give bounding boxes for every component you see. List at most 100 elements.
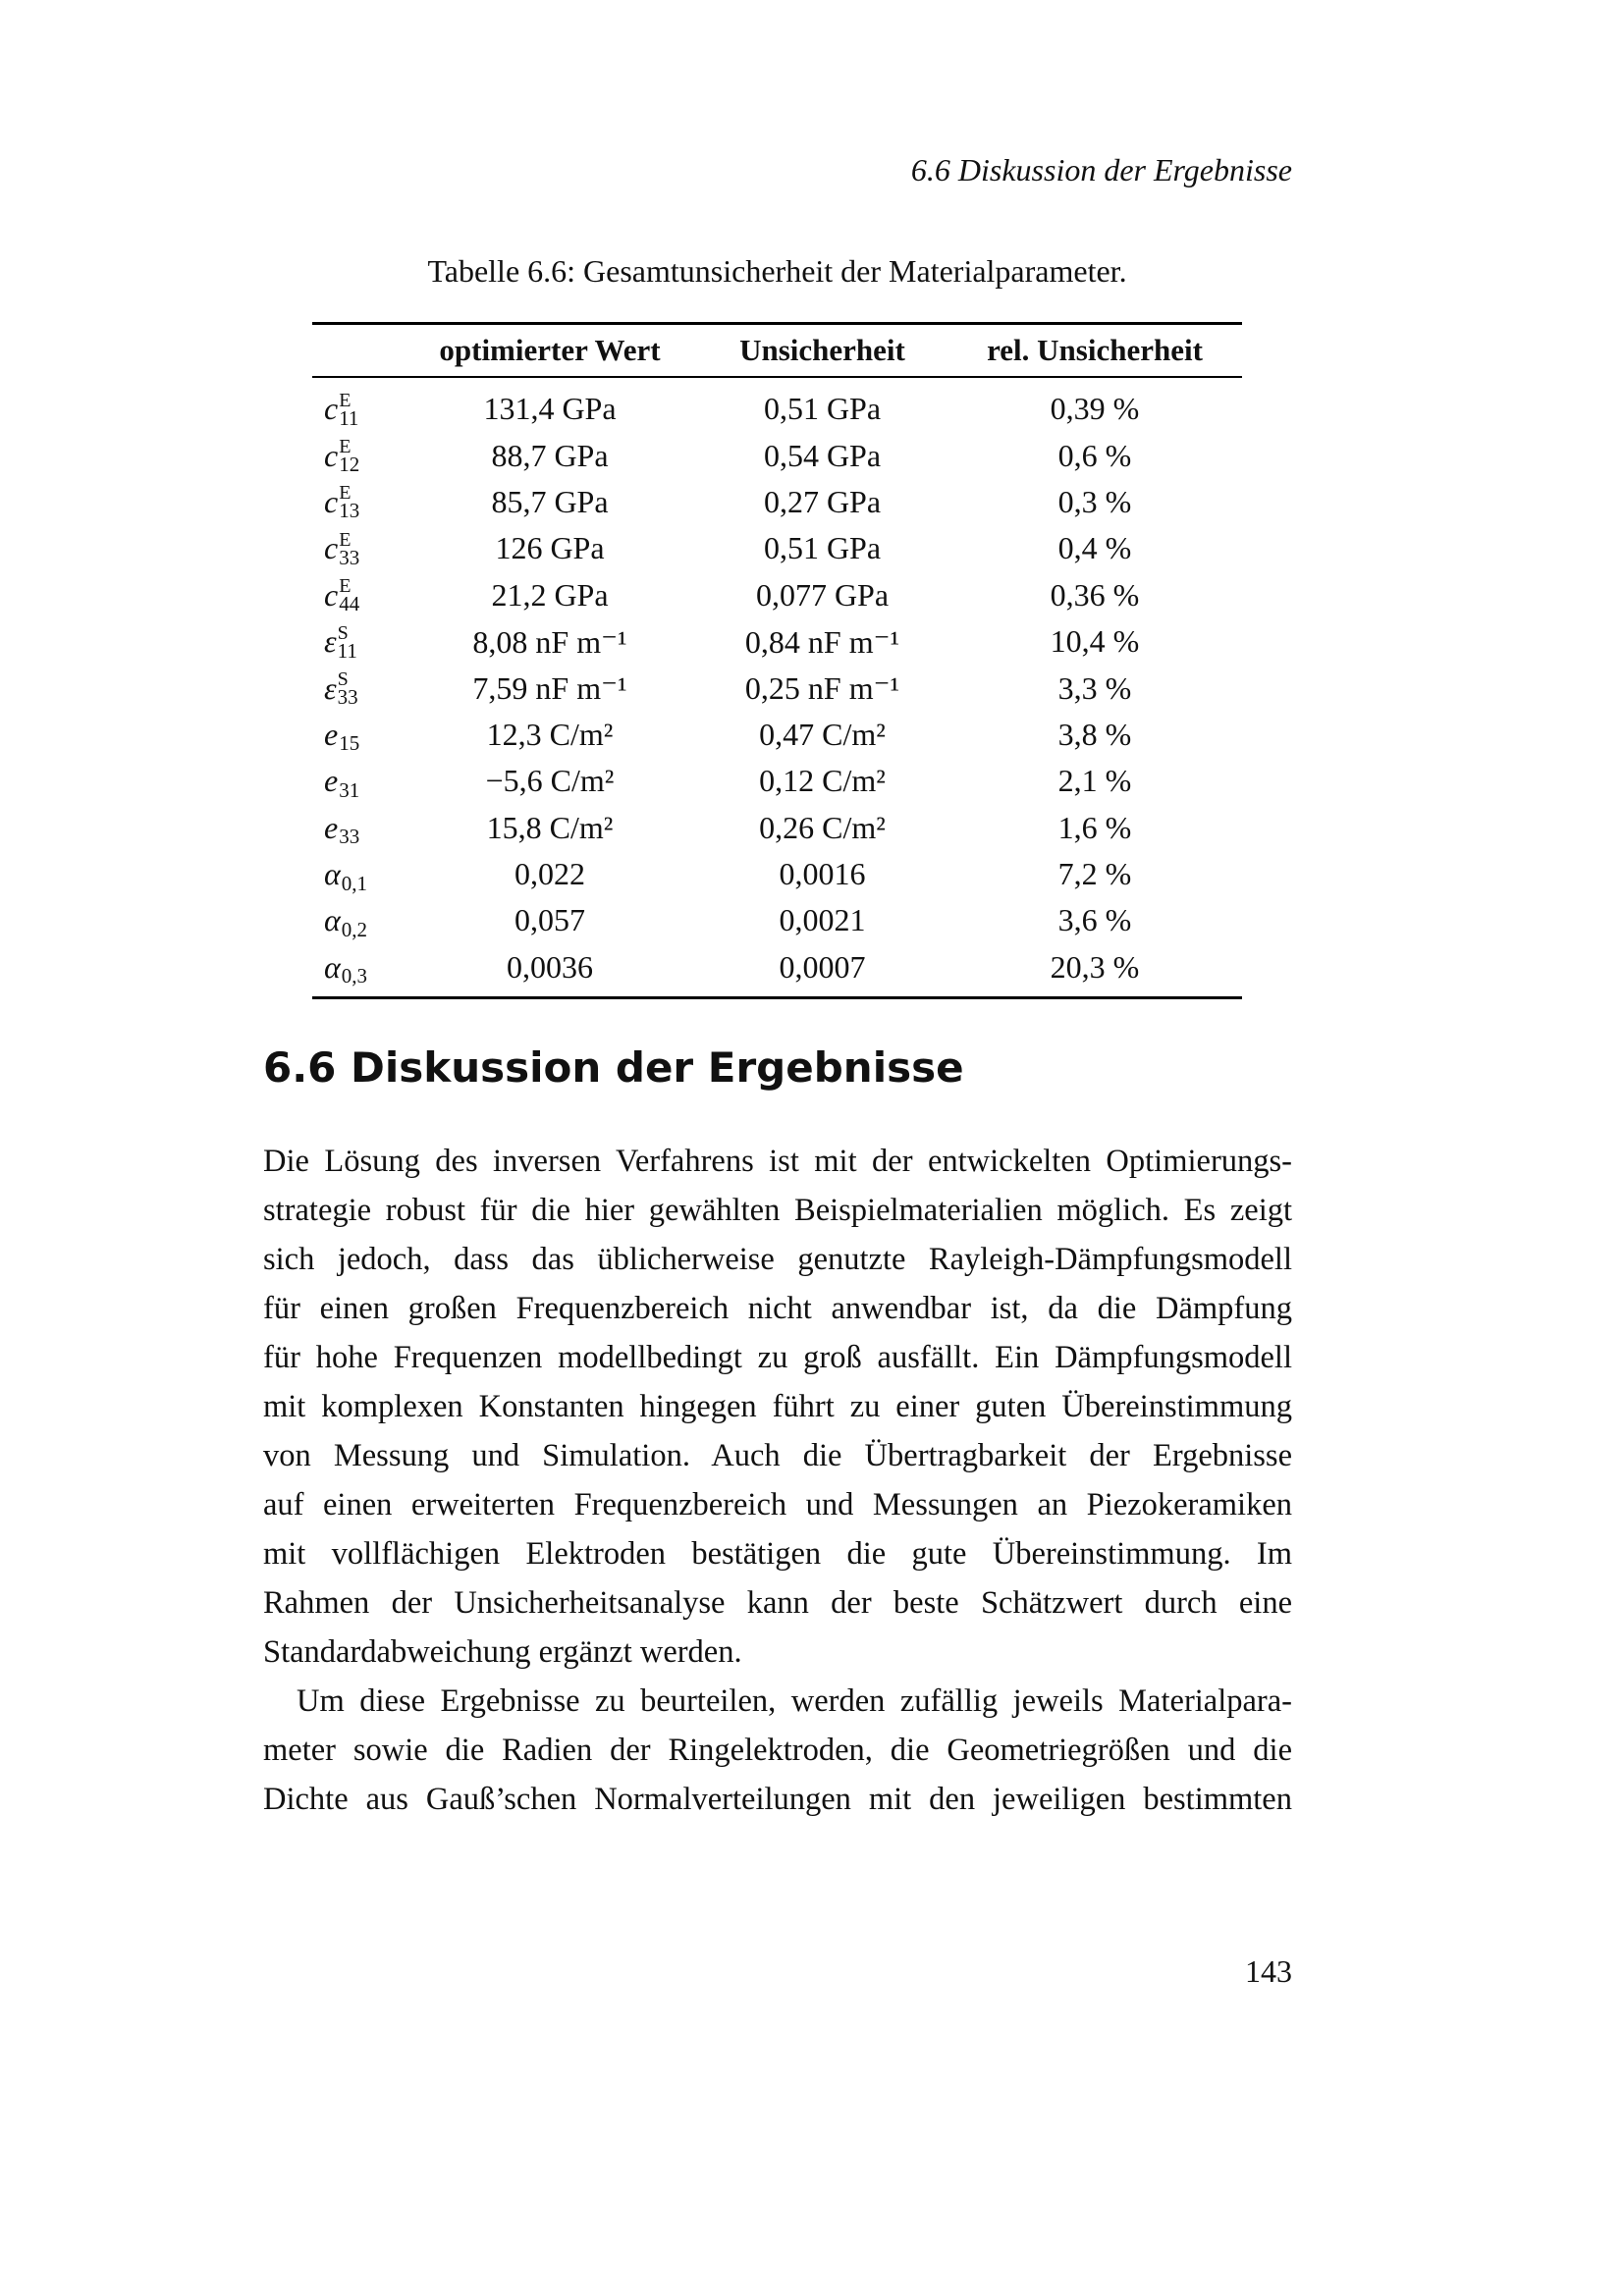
relative-uncertainty: 7,2 % (1057, 856, 1132, 892)
uncertainty: 0,0016 (779, 856, 866, 892)
material-parameter-table: optimierter Wert Unsicherheit rel. Unsic… (312, 322, 1242, 1000)
table-row: c E 44 21,2 GPa 0,077 GPa 0,36 % (312, 572, 1242, 618)
parameter-symbol: α 0,3 (312, 948, 403, 988)
parameter-symbol: e 31 (312, 763, 403, 802)
optimized-value: 0,0036 (507, 948, 593, 985)
paragraph-line: Dichte aus Gauß’schen Normalverteilungen… (263, 1782, 1292, 1817)
symbol-base: α (324, 856, 341, 892)
top-rule (312, 322, 1242, 325)
uncertainty: 0,0007 (779, 948, 866, 985)
table-row: c E 11 131,4 GPa 0,51 GPa 0,39 % (312, 386, 1242, 432)
parameter-symbol: c E 44 (312, 575, 403, 616)
symbol-base: ε (324, 623, 337, 660)
symbol-sub: 11 (337, 638, 357, 663)
parameter-symbol: e 33 (312, 809, 403, 849)
mid-rule (312, 376, 1242, 378)
paragraph-line: sich jedoch, dass das üblicherweise genu… (263, 1242, 1292, 1277)
optimized-value: 7,59 nF m⁻¹ (472, 670, 627, 707)
paragraph-line: Um diese Ergebnisse zu beurteilen, werde… (297, 1683, 1292, 1719)
optimized-value: −5,6 C/m² (485, 763, 615, 799)
table-row: e 31 −5,6 C/m² 0,12 C/m² 2,1 % (312, 758, 1242, 804)
relative-uncertainty: 0,3 % (1057, 483, 1132, 519)
table-row: ε S 11 8,08 nF m⁻¹ 0,84 nF m⁻¹ 10,4 % (312, 618, 1242, 665)
symbol-base: c (324, 391, 339, 427)
symbol-sub: 0,2 (341, 917, 368, 941)
paragraph-line: für einen großen Frequenzbereich nicht a… (263, 1291, 1292, 1326)
table-row: c E 12 88,7 GPa 0,54 GPa 0,6 % (312, 432, 1242, 478)
optimized-value: 85,7 GPa (491, 483, 609, 519)
symbol-base: c (324, 530, 339, 566)
optimized-value: 12,3 C/m² (486, 716, 614, 752)
symbol-sub: 0,1 (341, 871, 368, 895)
optimized-value: 88,7 GPa (491, 437, 609, 473)
table-row: e 15 12,3 C/m² 0,47 C/m² 3,8 % (312, 712, 1242, 758)
section-heading: 6.6 Diskussion der Ergebnisse (263, 1043, 964, 1092)
table-row: c E 13 85,7 GPa 0,27 GPa 0,3 % (312, 479, 1242, 525)
uncertainty: 0,25 nF m⁻¹ (744, 670, 900, 707)
paragraph-line: mit vollflächigen Elektroden bestätigen … (263, 1536, 1292, 1572)
optimized-value: 131,4 GPa (483, 391, 617, 427)
uncertainty: 0,12 C/m² (759, 763, 886, 799)
symbol-sup: E (339, 575, 352, 598)
header-optimized-value: optimierter Wert (439, 333, 661, 367)
symbol-sub: 31 (339, 777, 360, 802)
relative-uncertainty: 3,8 % (1057, 716, 1132, 752)
relative-uncertainty: 2,1 % (1057, 763, 1132, 799)
symbol-sup: S (337, 621, 349, 644)
symbol-sub: 44 (339, 592, 360, 616)
parameter-symbol: c E 11 (312, 391, 403, 430)
uncertainty: 0,077 GPa (755, 576, 890, 613)
table-row: α 0,1 0,022 0,0016 7,2 % (312, 851, 1242, 897)
optimized-value: 0,022 (514, 856, 585, 892)
symbol-base: e (324, 716, 339, 752)
header-uncertainty: Unsicherheit (739, 333, 905, 367)
relative-uncertainty: 0,6 % (1057, 437, 1132, 473)
relative-uncertainty: 3,6 % (1057, 902, 1132, 938)
parameter-symbol: c E 13 (312, 482, 403, 521)
paragraph-line: strategie robust für die hier gewählten … (263, 1193, 1292, 1228)
table-row: α 0,3 0,0036 0,0007 20,3 % (312, 944, 1242, 990)
parameter-symbol: e 15 (312, 716, 403, 754)
symbol-sup: S (337, 668, 349, 691)
optimized-value: 0,057 (514, 902, 585, 938)
relative-uncertainty: 20,3 % (1050, 948, 1140, 985)
symbol-base: α (324, 902, 341, 938)
paragraph-line: von Messung und Simulation. Auch die Übe… (263, 1438, 1292, 1473)
body-text: Die Lösung des inversen Verfahrens ist m… (263, 1137, 1292, 1824)
parameter-symbol: ε S 33 (312, 668, 403, 710)
uncertainty: 0,51 GPa (763, 391, 882, 427)
symbol-base: α (324, 948, 341, 985)
parameter-symbol: ε S 11 (312, 621, 403, 663)
symbol-base: ε (324, 669, 337, 706)
page-number: 143 (1245, 1953, 1292, 1989)
paragraph-line: mit komplexen Konstanten hingegen führt … (263, 1389, 1292, 1424)
symbol-sub: 11 (339, 405, 359, 430)
relative-uncertainty: 1,6 % (1057, 809, 1132, 845)
running-header: 6.6 Diskussion der Ergebnisse (910, 152, 1292, 187)
symbol-sup: E (339, 436, 352, 458)
paragraph-line: Die Lösung des inversen Verfahrens ist m… (263, 1144, 1292, 1179)
parameter-symbol: α 0,1 (312, 856, 403, 895)
symbol-base: e (324, 763, 339, 799)
symbol-sub: 33 (339, 825, 360, 849)
symbol-sub: 33 (337, 685, 358, 710)
symbol-sub: 0,3 (341, 964, 368, 988)
relative-uncertainty: 10,4 % (1050, 623, 1140, 660)
symbol-base: c (324, 483, 339, 519)
symbol-sup: E (339, 482, 352, 505)
parameter-symbol: c E 12 (312, 436, 403, 477)
optimized-value: 21,2 GPa (491, 576, 609, 613)
parameter-symbol: α 0,2 (312, 902, 403, 941)
header-relative-uncertainty: rel. Unsicherheit (987, 333, 1203, 367)
relative-uncertainty: 3,3 % (1057, 669, 1132, 706)
optimized-value: 15,8 C/m² (486, 809, 614, 845)
table-row: e 33 15,8 C/m² 0,26 C/m² 1,6 % (312, 805, 1242, 851)
uncertainty: 0,54 GPa (763, 437, 882, 473)
table-row: ε S 33 7,59 nF m⁻¹ 0,25 nF m⁻¹ 3,3 % (312, 665, 1242, 711)
symbol-base: e (324, 809, 339, 845)
symbol-sub: 12 (339, 453, 360, 477)
paragraph-line: Standardabweichung ergänzt werden. (263, 1634, 742, 1670)
uncertainty: 0,51 GPa (763, 530, 882, 566)
table-header-row: optimierter Wert Unsicherheit rel. Unsic… (312, 325, 1242, 376)
paragraph-line: für hohe Frequenzen modellbedingt zu gro… (263, 1340, 1292, 1375)
